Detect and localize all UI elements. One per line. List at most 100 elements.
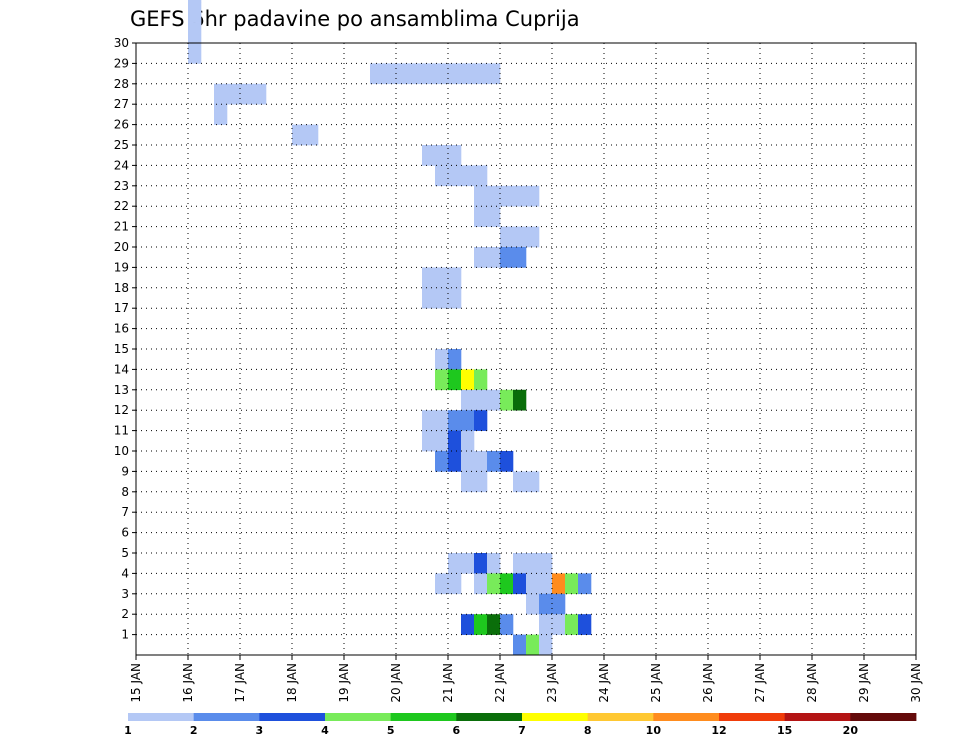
y-tick-label: 21 — [114, 220, 129, 234]
x-tick-label: 24 JAN — [597, 663, 611, 703]
y-tick-label: 4 — [121, 566, 129, 580]
heatmap-cell — [513, 471, 527, 493]
heatmap-cell — [214, 104, 228, 125]
heatmap-cell — [448, 63, 462, 85]
heatmap-cell — [526, 634, 540, 656]
heatmap-cell — [539, 553, 553, 574]
heatmap-cell — [539, 634, 553, 656]
y-tick-label: 10 — [114, 444, 129, 458]
heatmap-cell — [448, 573, 462, 595]
heatmap-cell — [461, 410, 475, 431]
heatmap-cell — [188, 22, 202, 44]
heatmap-cell — [526, 553, 540, 574]
heatmap-cell — [474, 63, 488, 85]
y-tick-label: 11 — [114, 424, 129, 438]
heatmap-cell — [435, 410, 449, 431]
heatmap-cell — [435, 451, 449, 472]
x-tick-label: 28 JAN — [805, 663, 819, 703]
heatmap-cell — [305, 124, 319, 146]
heatmap-cell — [435, 349, 449, 370]
colorbar-swatch — [325, 713, 392, 721]
heatmap-cell — [474, 614, 488, 635]
heatmap-cell — [474, 369, 488, 391]
x-tick-label: 17 JAN — [233, 663, 247, 703]
heatmap-cell — [409, 63, 423, 85]
y-tick-label: 16 — [114, 322, 129, 336]
y-tick-label: 20 — [114, 240, 129, 254]
colorbar-label: 7 — [518, 724, 526, 737]
heatmap-cell — [435, 369, 449, 391]
heatmap-cell — [448, 165, 462, 187]
heatmap-cell — [240, 83, 254, 105]
heatmap-cell — [435, 573, 449, 595]
heatmap-cell — [461, 553, 475, 574]
heatmap-cell — [435, 63, 449, 85]
x-tick-label: 20 JAN — [389, 663, 403, 703]
x-axis: 15 JAN 16 JAN 17 JAN 18 JAN 19 JAN 20 JAN 21 J… — [129, 655, 923, 703]
heatmap-cell — [513, 185, 527, 207]
colorbar-label: 15 — [777, 724, 792, 737]
heatmap-cell — [474, 206, 488, 227]
heatmap-cell — [487, 451, 501, 472]
x-tick-label: 19 JAN — [337, 663, 351, 703]
heatmap-cell — [487, 63, 501, 85]
x-tick-label: 25 JAN — [649, 663, 663, 703]
x-tick-label: 27 JAN — [753, 663, 767, 703]
heatmap-cell — [422, 410, 436, 431]
colorbar-swatch — [390, 713, 457, 721]
heatmap-cell — [474, 471, 488, 493]
y-tick-label: 13 — [114, 383, 129, 397]
heatmap-cell — [435, 430, 449, 452]
y-tick-label: 6 — [121, 526, 129, 540]
heatmap-cell — [474, 553, 488, 574]
colorbar-swatch — [719, 713, 786, 721]
heatmap-cell — [526, 471, 540, 493]
heatmap-cell — [435, 287, 449, 309]
heatmap-cell — [461, 389, 475, 411]
y-tick-label: 17 — [114, 301, 129, 315]
y-tick-label: 29 — [114, 56, 129, 70]
heatmap-cell — [422, 63, 436, 85]
heatmap-cell — [500, 185, 514, 207]
x-tick-label: 15 JAN — [129, 663, 143, 703]
colorbar-swatch — [653, 713, 720, 721]
colorbar-label: 10 — [646, 724, 662, 737]
heatmap-cell — [461, 63, 475, 85]
heatmap-cell — [578, 614, 592, 635]
heatmap-cell — [474, 410, 488, 431]
heatmap-cell — [422, 287, 436, 309]
colorbar-label: 8 — [584, 724, 592, 737]
y-tick-label: 19 — [114, 260, 129, 274]
heatmap-cell — [552, 573, 566, 595]
heatmap-cell — [448, 369, 462, 391]
y-tick-label: 18 — [114, 281, 129, 295]
colorbar-swatch — [784, 713, 851, 721]
heatmap-cell — [396, 63, 410, 85]
colorbar-label: 6 — [453, 724, 461, 737]
heatmap-cell — [370, 63, 384, 85]
heatmap-cell — [552, 593, 566, 615]
heatmap-cell — [500, 573, 514, 595]
heatmap-cell — [474, 573, 488, 595]
colorbar-swatch — [193, 713, 260, 721]
heatmap-cell — [461, 430, 475, 452]
heatmap-cell — [383, 63, 397, 85]
heatmap-cell — [487, 614, 501, 635]
heatmap-cell — [487, 206, 501, 227]
heatmap-cell — [227, 83, 241, 105]
y-tick-label: 12 — [114, 403, 129, 417]
heatmap-cell — [526, 593, 540, 615]
colorbar-label: 2 — [190, 724, 198, 737]
colorbar-label: 5 — [387, 724, 395, 737]
heatmap-cell — [526, 573, 540, 595]
y-tick-label: 8 — [121, 485, 129, 499]
heatmap-cell — [513, 553, 527, 574]
y-tick-label: 5 — [121, 546, 129, 560]
heatmap-cell — [526, 185, 540, 207]
heatmap-cell — [513, 247, 527, 268]
heatmap-cell — [513, 634, 527, 656]
y-tick-label: 3 — [121, 587, 129, 601]
y-tick-label: 25 — [114, 138, 129, 152]
heatmap-cell — [513, 226, 527, 248]
colorbar-swatch — [850, 713, 917, 721]
